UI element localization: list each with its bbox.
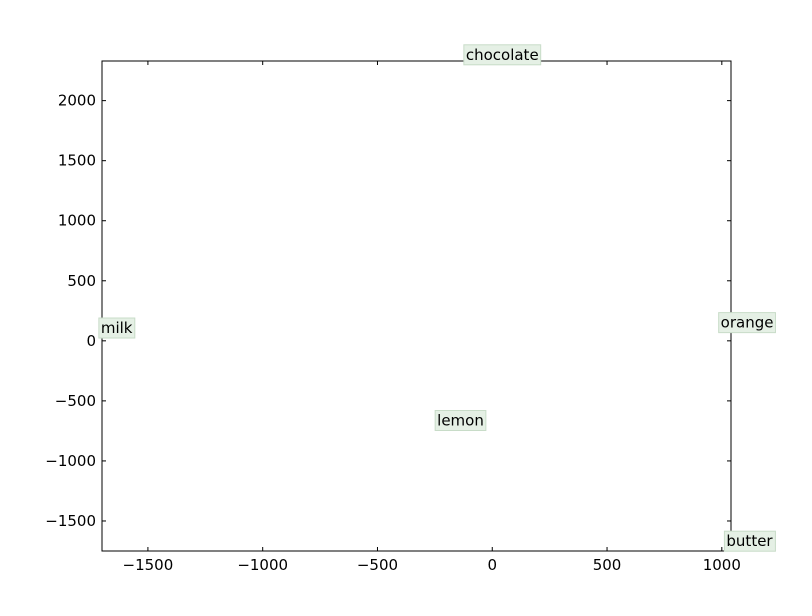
point-label-box <box>463 44 542 66</box>
point-labels: chocolate milk orange lemon butter <box>98 44 776 552</box>
point-label-box <box>718 312 776 334</box>
point-label-text: lemon <box>437 411 484 429</box>
plot-frame <box>101 60 732 552</box>
x-tick-label: −500 <box>357 556 398 574</box>
point-label-lemon: lemon <box>434 409 487 431</box>
point-label-chocolate: chocolate <box>463 44 542 66</box>
x-tick-label: 500 <box>593 556 622 574</box>
point-label-box <box>723 530 776 552</box>
x-tick-label: −1500 <box>123 556 174 574</box>
y-tick-label: 2000 <box>58 92 96 110</box>
point-label-butter: butter <box>723 530 776 552</box>
y-tick-label: −1500 <box>45 512 96 530</box>
x-tick-label: −1000 <box>237 556 288 574</box>
point-label-orange: orange <box>718 312 776 334</box>
y-tick-label: −500 <box>55 392 96 410</box>
y-tick-label: 500 <box>67 272 96 290</box>
point-label-text: orange <box>721 314 774 332</box>
point-label-box <box>434 409 487 431</box>
axis-ticks <box>102 61 731 551</box>
x-tick-label: 1000 <box>703 556 741 574</box>
point-label-text: milk <box>101 319 133 337</box>
point-label-text: butter <box>726 532 773 550</box>
y-tick-label: 0 <box>86 332 96 350</box>
y-tick-label: 1500 <box>58 152 96 170</box>
point-label-milk: milk <box>98 317 136 339</box>
axis-tick-labels: −1500 −1000 −500 0 500 1000 −1500 −1000 −500 0 500… <box>45 92 741 574</box>
y-tick-label: −1000 <box>45 452 96 470</box>
plot-area <box>102 61 731 551</box>
point-label-text: chocolate <box>466 46 539 64</box>
x-tick-label: 0 <box>487 556 497 574</box>
y-tick-label: 1000 <box>58 212 96 230</box>
point-label-box <box>98 317 136 339</box>
